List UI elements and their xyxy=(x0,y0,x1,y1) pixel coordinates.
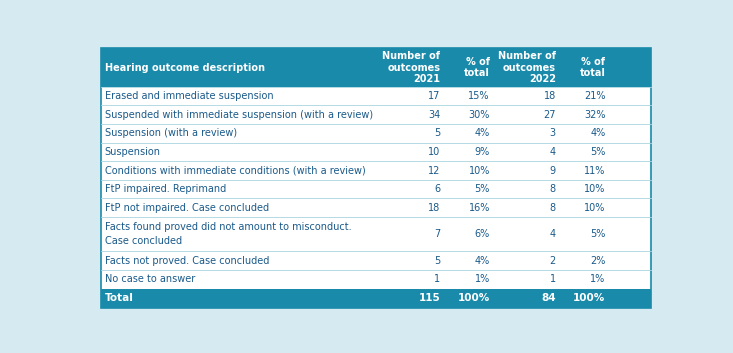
Text: 7: 7 xyxy=(434,229,441,239)
Text: 2: 2 xyxy=(550,256,556,266)
Text: 10: 10 xyxy=(428,147,441,157)
Text: Total: Total xyxy=(105,293,133,304)
Text: % of
total: % of total xyxy=(464,57,490,78)
Text: 30%: 30% xyxy=(468,110,490,120)
Bar xyxy=(100,270,651,289)
Text: 17: 17 xyxy=(428,91,441,101)
Bar xyxy=(100,143,651,161)
Text: 9: 9 xyxy=(550,166,556,175)
Text: 12: 12 xyxy=(428,166,441,175)
Text: 10%: 10% xyxy=(584,203,605,213)
Bar xyxy=(100,289,651,308)
Text: Number of
outcomes
2022: Number of outcomes 2022 xyxy=(498,51,556,84)
Text: 9%: 9% xyxy=(475,147,490,157)
Text: Case concluded: Case concluded xyxy=(105,236,182,246)
Bar xyxy=(100,180,651,198)
Text: 4%: 4% xyxy=(475,128,490,138)
Text: 34: 34 xyxy=(428,110,441,120)
Text: FtP impaired. Reprimand: FtP impaired. Reprimand xyxy=(105,184,226,194)
Bar xyxy=(100,106,651,124)
Text: 1: 1 xyxy=(434,274,441,285)
Text: No case to answer: No case to answer xyxy=(105,274,195,285)
Text: 4: 4 xyxy=(550,229,556,239)
Text: 32%: 32% xyxy=(584,110,605,120)
Text: 8: 8 xyxy=(550,203,556,213)
Text: 2%: 2% xyxy=(590,256,605,266)
Text: 4%: 4% xyxy=(475,256,490,266)
Bar xyxy=(100,124,651,143)
Text: 11%: 11% xyxy=(584,166,605,175)
Bar xyxy=(100,87,651,106)
Text: 4%: 4% xyxy=(590,128,605,138)
Text: 5%: 5% xyxy=(590,229,605,239)
Text: 10%: 10% xyxy=(584,184,605,194)
Text: 1: 1 xyxy=(550,274,556,285)
Text: 16%: 16% xyxy=(468,203,490,213)
Text: Hearing outcome description: Hearing outcome description xyxy=(105,62,265,73)
Text: 10%: 10% xyxy=(468,166,490,175)
Text: 3: 3 xyxy=(550,128,556,138)
Text: Facts found proved did not amount to misconduct.: Facts found proved did not amount to mis… xyxy=(105,222,351,232)
Bar xyxy=(100,251,651,270)
Text: 84: 84 xyxy=(541,293,556,304)
Text: % of
total: % of total xyxy=(580,57,605,78)
Bar xyxy=(100,161,651,180)
Bar xyxy=(100,217,651,251)
Text: 1%: 1% xyxy=(590,274,605,285)
Text: 15%: 15% xyxy=(468,91,490,101)
Bar xyxy=(100,198,651,217)
Text: 5: 5 xyxy=(434,256,441,266)
Text: 100%: 100% xyxy=(573,293,605,304)
Text: 115: 115 xyxy=(419,293,441,304)
Text: Suspension: Suspension xyxy=(105,147,161,157)
Text: 6%: 6% xyxy=(475,229,490,239)
Text: 5%: 5% xyxy=(474,184,490,194)
Text: Conditions with immediate conditions (with a review): Conditions with immediate conditions (wi… xyxy=(105,166,366,175)
Text: 4: 4 xyxy=(550,147,556,157)
Text: 6: 6 xyxy=(434,184,441,194)
Text: Suspended with immediate suspension (with a review): Suspended with immediate suspension (wit… xyxy=(105,110,373,120)
Text: Erased and immediate suspension: Erased and immediate suspension xyxy=(105,91,273,101)
Text: 8: 8 xyxy=(550,184,556,194)
Text: Facts not proved. Case concluded: Facts not proved. Case concluded xyxy=(105,256,269,266)
Text: 5: 5 xyxy=(434,128,441,138)
Text: Number of
outcomes
2021: Number of outcomes 2021 xyxy=(383,51,441,84)
Text: 18: 18 xyxy=(428,203,441,213)
Text: Suspension (with a review): Suspension (with a review) xyxy=(105,128,237,138)
Text: 1%: 1% xyxy=(475,274,490,285)
Text: FtP not impaired. Case concluded: FtP not impaired. Case concluded xyxy=(105,203,269,213)
Text: 27: 27 xyxy=(543,110,556,120)
Text: 21%: 21% xyxy=(584,91,605,101)
Bar xyxy=(100,48,651,87)
Text: 5%: 5% xyxy=(590,147,605,157)
Text: 18: 18 xyxy=(544,91,556,101)
Text: 100%: 100% xyxy=(457,293,490,304)
